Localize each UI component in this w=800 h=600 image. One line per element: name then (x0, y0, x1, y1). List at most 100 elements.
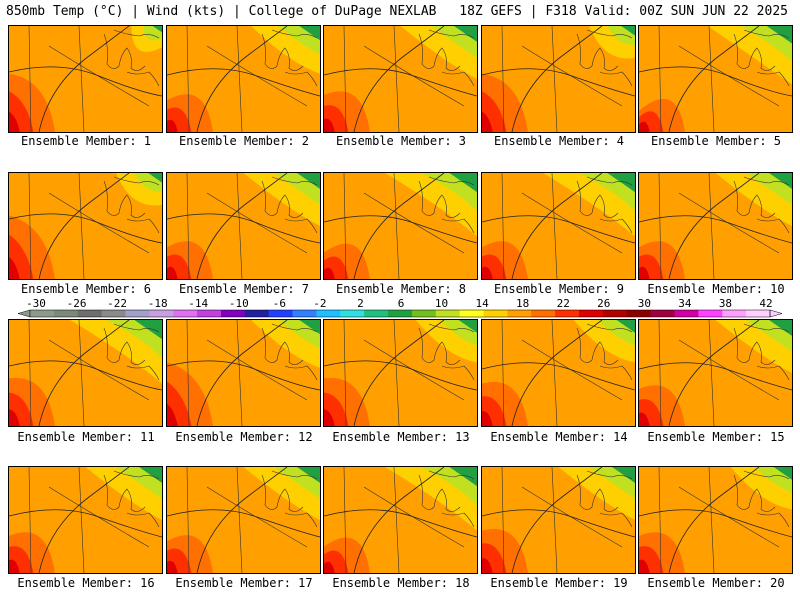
ensemble-map-panel (638, 319, 793, 427)
colorbar-swatch (173, 310, 198, 317)
colorbar-swatch (340, 310, 365, 317)
ensemble-map-panel (8, 25, 163, 133)
colorbar-tick-label: 6 (398, 298, 405, 310)
colorbar-tick-label: -26 (67, 298, 87, 310)
ensemble-map-panel (638, 466, 793, 574)
temperature-field-map (9, 26, 162, 132)
colorbar-right-arrow (769, 309, 783, 318)
ensemble-map-panel (166, 466, 321, 574)
ensemble-member-caption: Ensemble Member: 3 (335, 134, 467, 148)
colorbar-tick-label: 2 (357, 298, 364, 310)
ensemble-member-caption: Ensemble Member: 10 (647, 282, 785, 296)
colorbar-swatch (77, 310, 103, 317)
colorbar-swatch (101, 310, 126, 317)
temperature-field-map (482, 26, 635, 132)
colorbar-swatch (292, 310, 317, 317)
temperature-field-map (324, 26, 477, 132)
temperature-field-map (9, 173, 162, 279)
temperature-field-map (639, 320, 792, 426)
colorbar-swatch (650, 310, 676, 317)
colorbar-tick-label: 42 (759, 298, 772, 310)
colorbar-swatch (316, 310, 341, 317)
colorbar-swatch (483, 310, 508, 317)
ensemble-map-panel (8, 172, 163, 280)
colorbar-swatch (555, 310, 580, 317)
temperature-field-map (167, 467, 320, 573)
temperature-field-map (482, 467, 635, 573)
ensemble-map-panel (166, 172, 321, 280)
temperature-field-map (167, 320, 320, 426)
temperature-field-map (9, 320, 162, 426)
ensemble-member-caption: Ensemble Member: 8 (335, 282, 467, 296)
colorbar-swatch (746, 310, 771, 317)
ensemble-member-caption: Ensemble Member: 11 (17, 430, 155, 444)
ensemble-member-caption: Ensemble Member: 7 (178, 282, 310, 296)
ensemble-member-caption: Ensemble Member: 9 (493, 282, 625, 296)
ensemble-member-caption: Ensemble Member: 6 (20, 282, 152, 296)
colorbar-tick-label: 14 (475, 298, 489, 310)
temperature-field-map (639, 173, 792, 279)
colorbar-swatch (244, 310, 270, 317)
colorbar-swatch (531, 310, 556, 317)
ensemble-member-caption: Ensemble Member: 13 (332, 430, 470, 444)
map-title: 850mb Temp (°C) | Wind (kts) | College o… (6, 4, 437, 19)
colorbar-swatch (459, 310, 485, 317)
colorbar-left-arrow (17, 309, 31, 318)
ensemble-member-caption: Ensemble Member: 18 (332, 576, 470, 590)
ensemble-member-caption: Ensemble Member: 14 (490, 430, 628, 444)
colorbar-tick-label: -14 (188, 298, 208, 310)
colorbar-swatch (698, 310, 723, 317)
ensemble-map-panel (481, 172, 636, 280)
colorbar-tick-label: 26 (597, 298, 610, 310)
temperature-field-map (482, 320, 635, 426)
colorbar-swatch (388, 310, 413, 317)
temperature-field-map (167, 173, 320, 279)
colorbar-swatch (626, 310, 652, 317)
colorbar-tick-label: -2 (313, 298, 326, 310)
temperature-field-map (167, 26, 320, 132)
ensemble-map-panel (166, 25, 321, 133)
colorbar-swatch (268, 310, 294, 317)
ensemble-member-caption: Ensemble Member: 1 (20, 134, 152, 148)
colorbar-swatch (411, 310, 437, 317)
colorbar-swatch (197, 310, 222, 317)
colorbar-tick-label: -6 (273, 298, 286, 310)
colorbar-swatch (364, 310, 389, 317)
colorbar-tick-label: 10 (435, 298, 448, 310)
ensemble-member-caption: Ensemble Member: 15 (647, 430, 785, 444)
colorbar-tick-label: -18 (148, 298, 168, 310)
temperature-field-map (639, 26, 792, 132)
temperature-field-map (482, 173, 635, 279)
colorbar-swatch (579, 310, 604, 317)
colorbar-swatch (435, 310, 461, 317)
colorbar-swatch (220, 310, 246, 317)
colorbar-swatch (507, 310, 532, 317)
colorbar-swatch (30, 310, 55, 317)
ensemble-member-caption: Ensemble Member: 19 (490, 576, 628, 590)
temperature-field-map (9, 467, 162, 573)
ensemble-member-caption: Ensemble Member: 20 (647, 576, 785, 590)
ensemble-map-panel (323, 319, 478, 427)
ensemble-member-caption: Ensemble Member: 16 (17, 576, 155, 590)
ensemble-map-panel (323, 25, 478, 133)
ensemble-member-caption: Ensemble Member: 5 (650, 134, 782, 148)
colorbar-tick-label: 38 (719, 298, 732, 310)
ensemble-map-panel (481, 466, 636, 574)
colorbar-swatch (722, 310, 747, 317)
ensemble-map-panel (481, 25, 636, 133)
ensemble-member-caption: Ensemble Member: 4 (493, 134, 625, 148)
colorbar-tick-label: -30 (26, 298, 46, 310)
ensemble-map-panel (8, 319, 163, 427)
ensemble-map-panel (638, 172, 793, 280)
model-valid-time: 18Z GEFS | F318 Valid: 00Z SUN JUN 22 20… (459, 4, 788, 19)
colorbar-tick-label: -22 (107, 298, 127, 310)
temperature-field-map (324, 173, 477, 279)
colorbar-tick-label: -10 (229, 298, 249, 310)
colorbar-swatch (149, 310, 174, 317)
colorbar-swatch (125, 310, 150, 317)
ensemble-map-panel (323, 466, 478, 574)
colorbar-swatch (602, 310, 628, 317)
colorbar-tick-label: 30 (638, 298, 651, 310)
colorbar-tick-label: 22 (557, 298, 570, 310)
temperature-colorbar: -30 -26 -22 -18 -14 -10 -6 -2 2 6 10 14 18 22 26 30 34 38… (17, 298, 783, 318)
